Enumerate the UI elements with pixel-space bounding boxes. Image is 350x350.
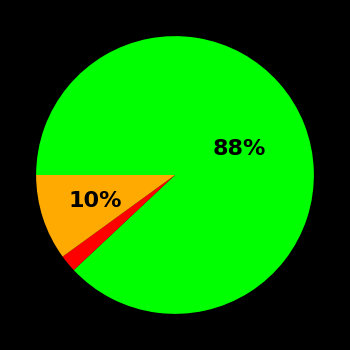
- Wedge shape: [63, 175, 175, 270]
- Wedge shape: [36, 175, 175, 257]
- Wedge shape: [36, 36, 314, 314]
- Text: 10%: 10%: [69, 191, 122, 211]
- Text: 88%: 88%: [213, 139, 266, 160]
